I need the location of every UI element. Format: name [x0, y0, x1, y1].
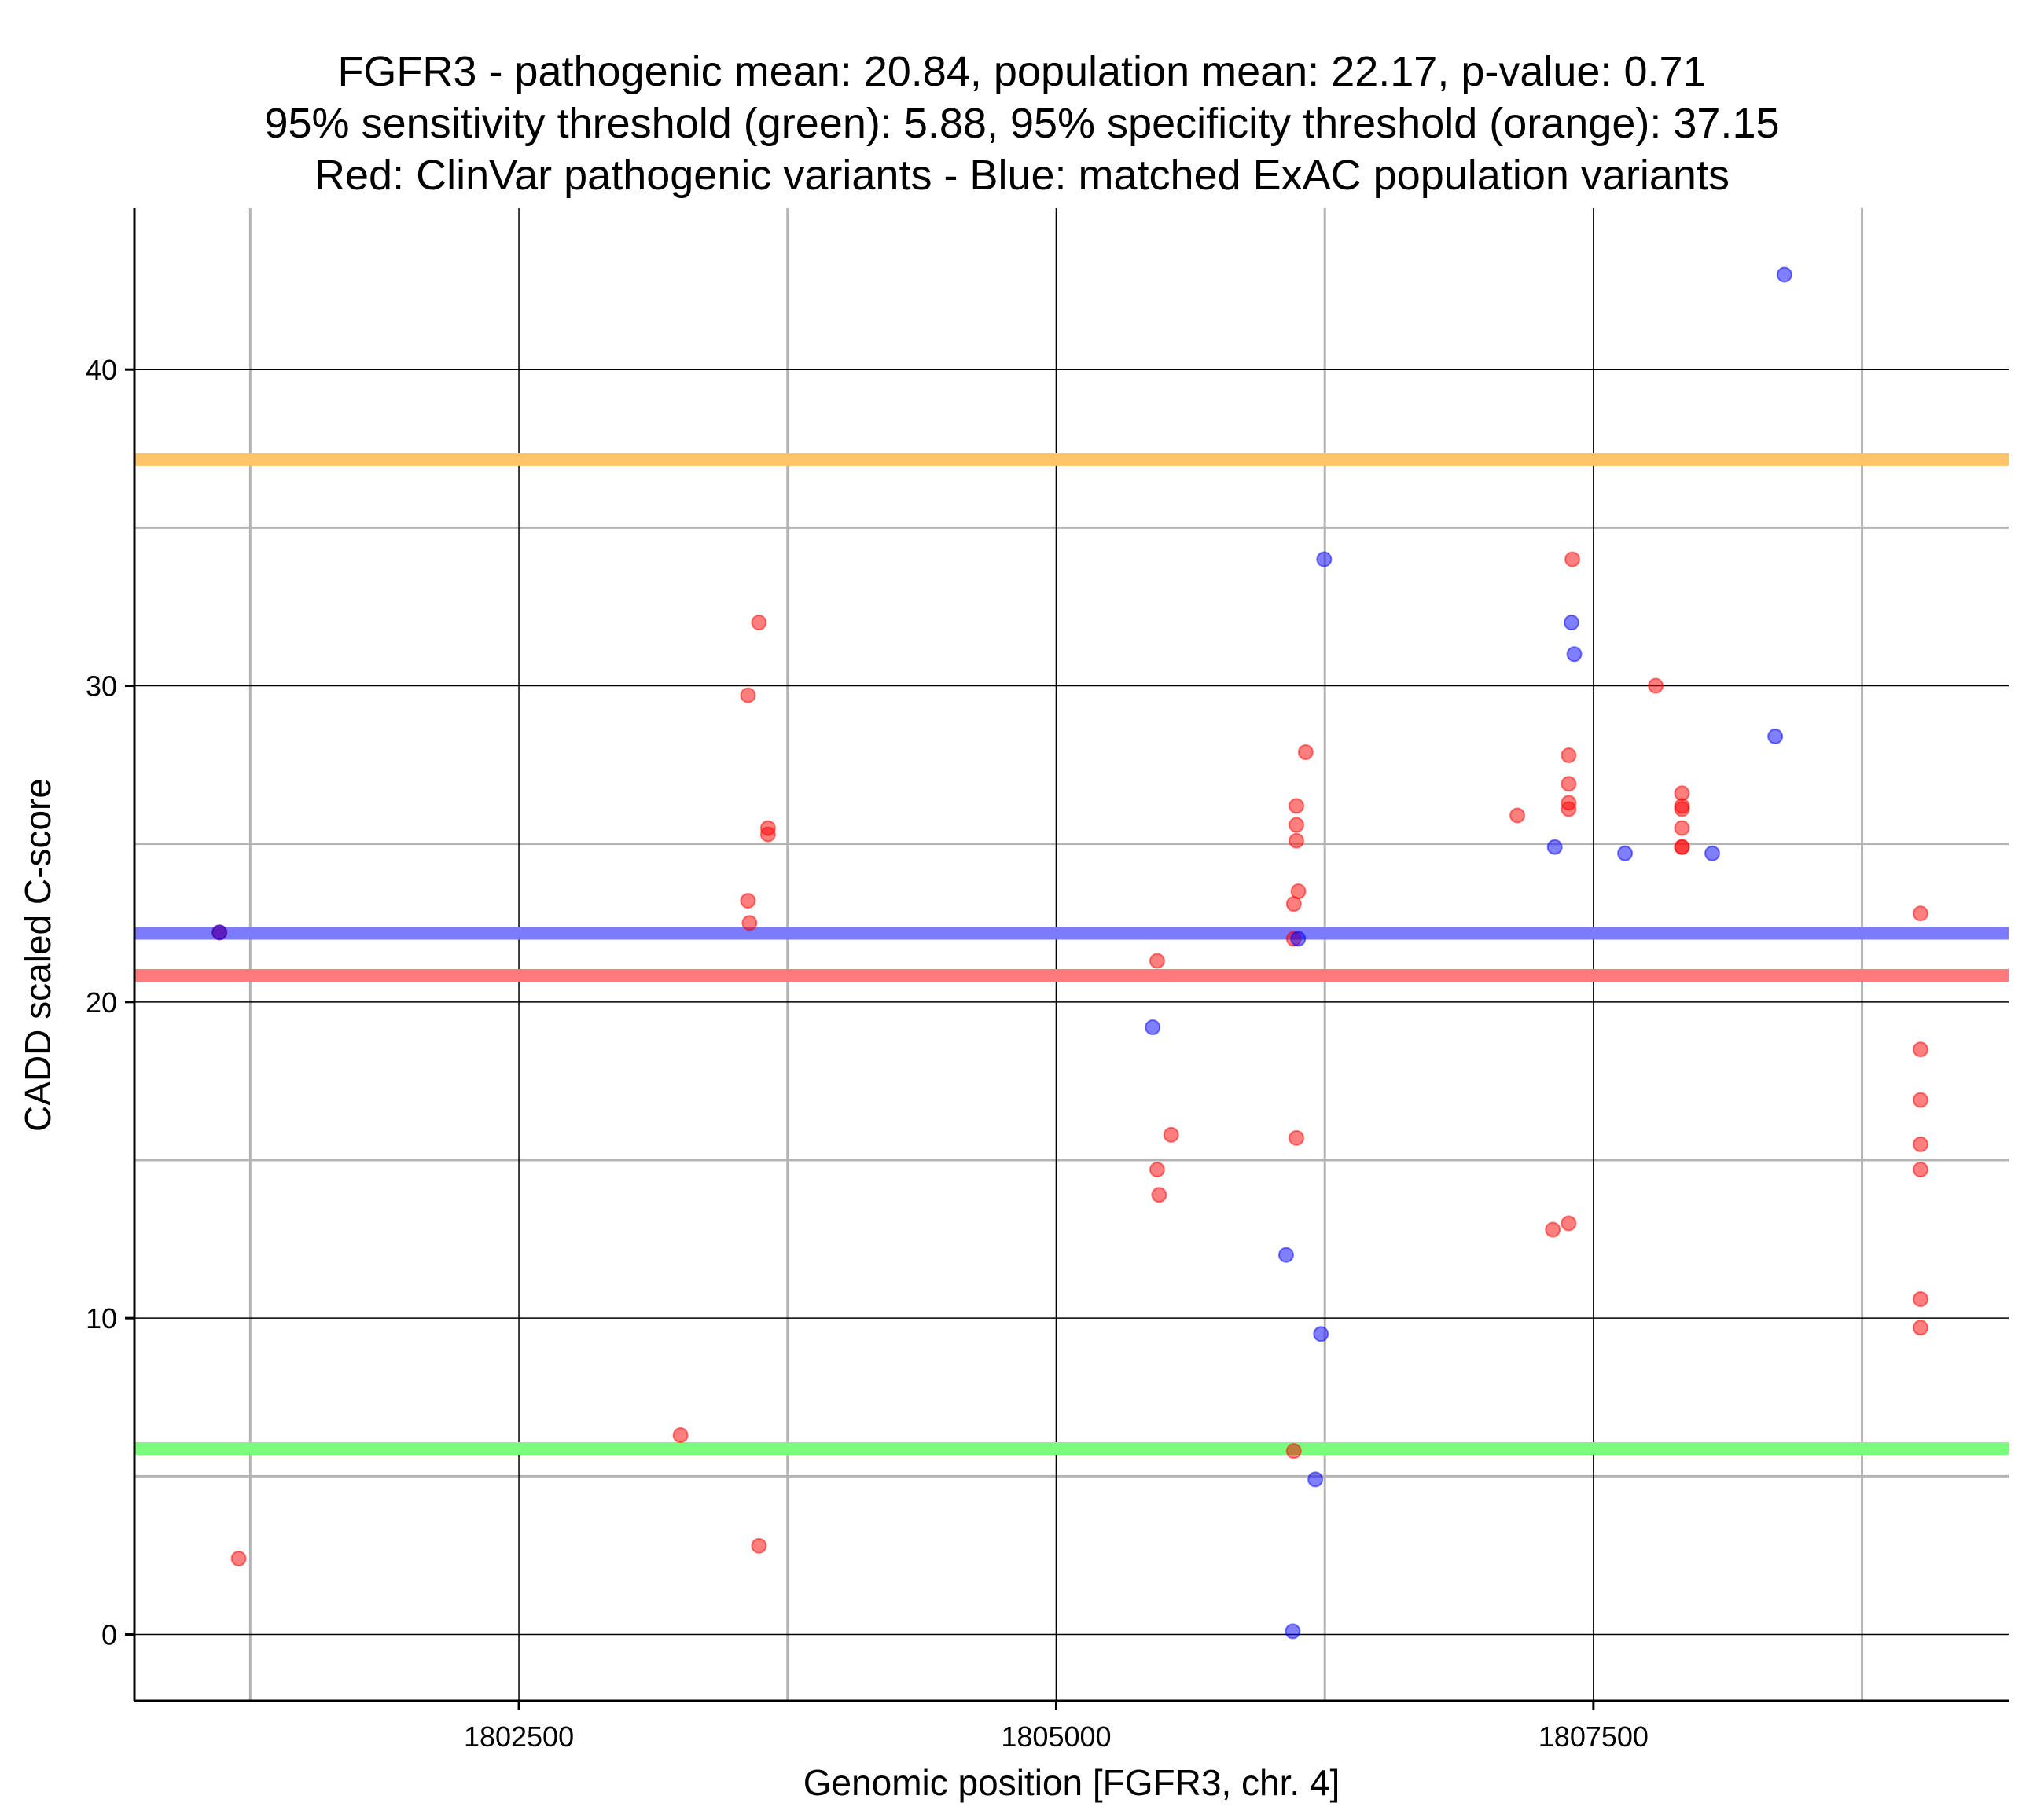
pathogenic-point — [1151, 1187, 1167, 1203]
axes — [133, 208, 2009, 1702]
title-line-3: Red: ClinVar pathogenic variants - Blue:… — [314, 152, 1730, 199]
pathogenic-point — [1674, 820, 1690, 836]
gridlines — [134, 208, 2009, 1701]
population-point — [1563, 615, 1579, 631]
pathogenic-point — [1289, 817, 1305, 833]
population-point — [1316, 551, 1333, 567]
pathogenic-point — [740, 893, 756, 909]
population-point — [1566, 646, 1583, 663]
pathogenic-point — [1561, 1215, 1577, 1232]
pathogenic-point — [1297, 744, 1314, 761]
pathogenic-point — [1564, 551, 1581, 567]
chart-title: FGFR3 - pathogenic mean: 20.84, populati… — [0, 46, 2044, 201]
pathogenic-point — [1545, 1221, 1561, 1238]
pathogenic-point — [1149, 1162, 1165, 1178]
pathogenic-point — [1912, 1041, 1928, 1058]
threshold-lines — [134, 453, 2009, 1455]
pathogenic-point — [230, 1550, 247, 1566]
pathogenic-point — [740, 687, 756, 703]
pathogenic-point — [1912, 1291, 1928, 1308]
pathogenic-point — [751, 1537, 767, 1554]
population-point — [1617, 845, 1634, 861]
x-tick-label: 1802500 — [464, 1720, 574, 1753]
pathogenic-point — [1561, 747, 1577, 764]
population-point — [1145, 1019, 1161, 1036]
pathogenic-point — [1163, 1126, 1179, 1143]
y-tick-label: 30 — [86, 670, 117, 703]
pathogenic-point — [1290, 883, 1307, 900]
x-tick-label: 1805000 — [1001, 1720, 1111, 1753]
population-point — [1546, 839, 1563, 855]
pathogenic-point — [751, 615, 767, 631]
title-line-1: FGFR3 - pathogenic mean: 20.84, populati… — [337, 48, 1707, 95]
population-point — [1704, 845, 1721, 861]
pathogenic-point — [1149, 953, 1165, 969]
population-point — [1278, 1247, 1294, 1263]
pathogenic-point — [1289, 832, 1305, 849]
y-tick-label: 20 — [86, 986, 117, 1019]
population-point — [1776, 266, 1792, 283]
population-point — [1307, 1471, 1324, 1488]
pathogenic-point — [1912, 905, 1928, 922]
y-tick-label: 10 — [86, 1302, 117, 1335]
population-point — [1285, 1623, 1301, 1640]
population-point — [1313, 1326, 1329, 1342]
pathogenic-point — [1561, 801, 1577, 817]
pathogenic-point — [741, 915, 758, 931]
y-tick-label: 40 — [86, 354, 117, 386]
pathogenic-point — [1674, 801, 1690, 817]
pathogenic-point — [1674, 839, 1690, 855]
population-point — [211, 924, 228, 941]
x-tick-label: 1807500 — [1539, 1720, 1649, 1753]
population-point — [1767, 728, 1784, 744]
tick-labels: 0 10 20 30 40 1802500 1805000 1807500 — [86, 354, 1649, 1753]
population-point — [1290, 931, 1307, 947]
pathogenic-point — [1289, 1129, 1305, 1146]
pathogenic-point — [1509, 807, 1526, 824]
title-line-2: 95% sensitivity threshold (green): 5.88,… — [264, 100, 1780, 147]
pathogenic-point — [1912, 1320, 1928, 1336]
pathogenic-point — [672, 1427, 689, 1444]
pathogenic-point — [1285, 1443, 1302, 1460]
pathogenic-point — [1561, 776, 1577, 792]
data-points — [211, 266, 1928, 1640]
pathogenic-point — [1289, 798, 1305, 814]
y-axis-label: CADD scaled C-score — [17, 778, 58, 1132]
y-tick-label: 0 — [101, 1619, 117, 1651]
x-axis-label: Genomic position [FGFR3, chr. 4] — [803, 1762, 1340, 1803]
pathogenic-point — [1912, 1136, 1928, 1152]
pathogenic-point — [1912, 1162, 1928, 1178]
pathogenic-point — [1648, 677, 1664, 694]
pathogenic-point — [759, 826, 776, 843]
pathogenic-point — [1912, 1092, 1928, 1108]
